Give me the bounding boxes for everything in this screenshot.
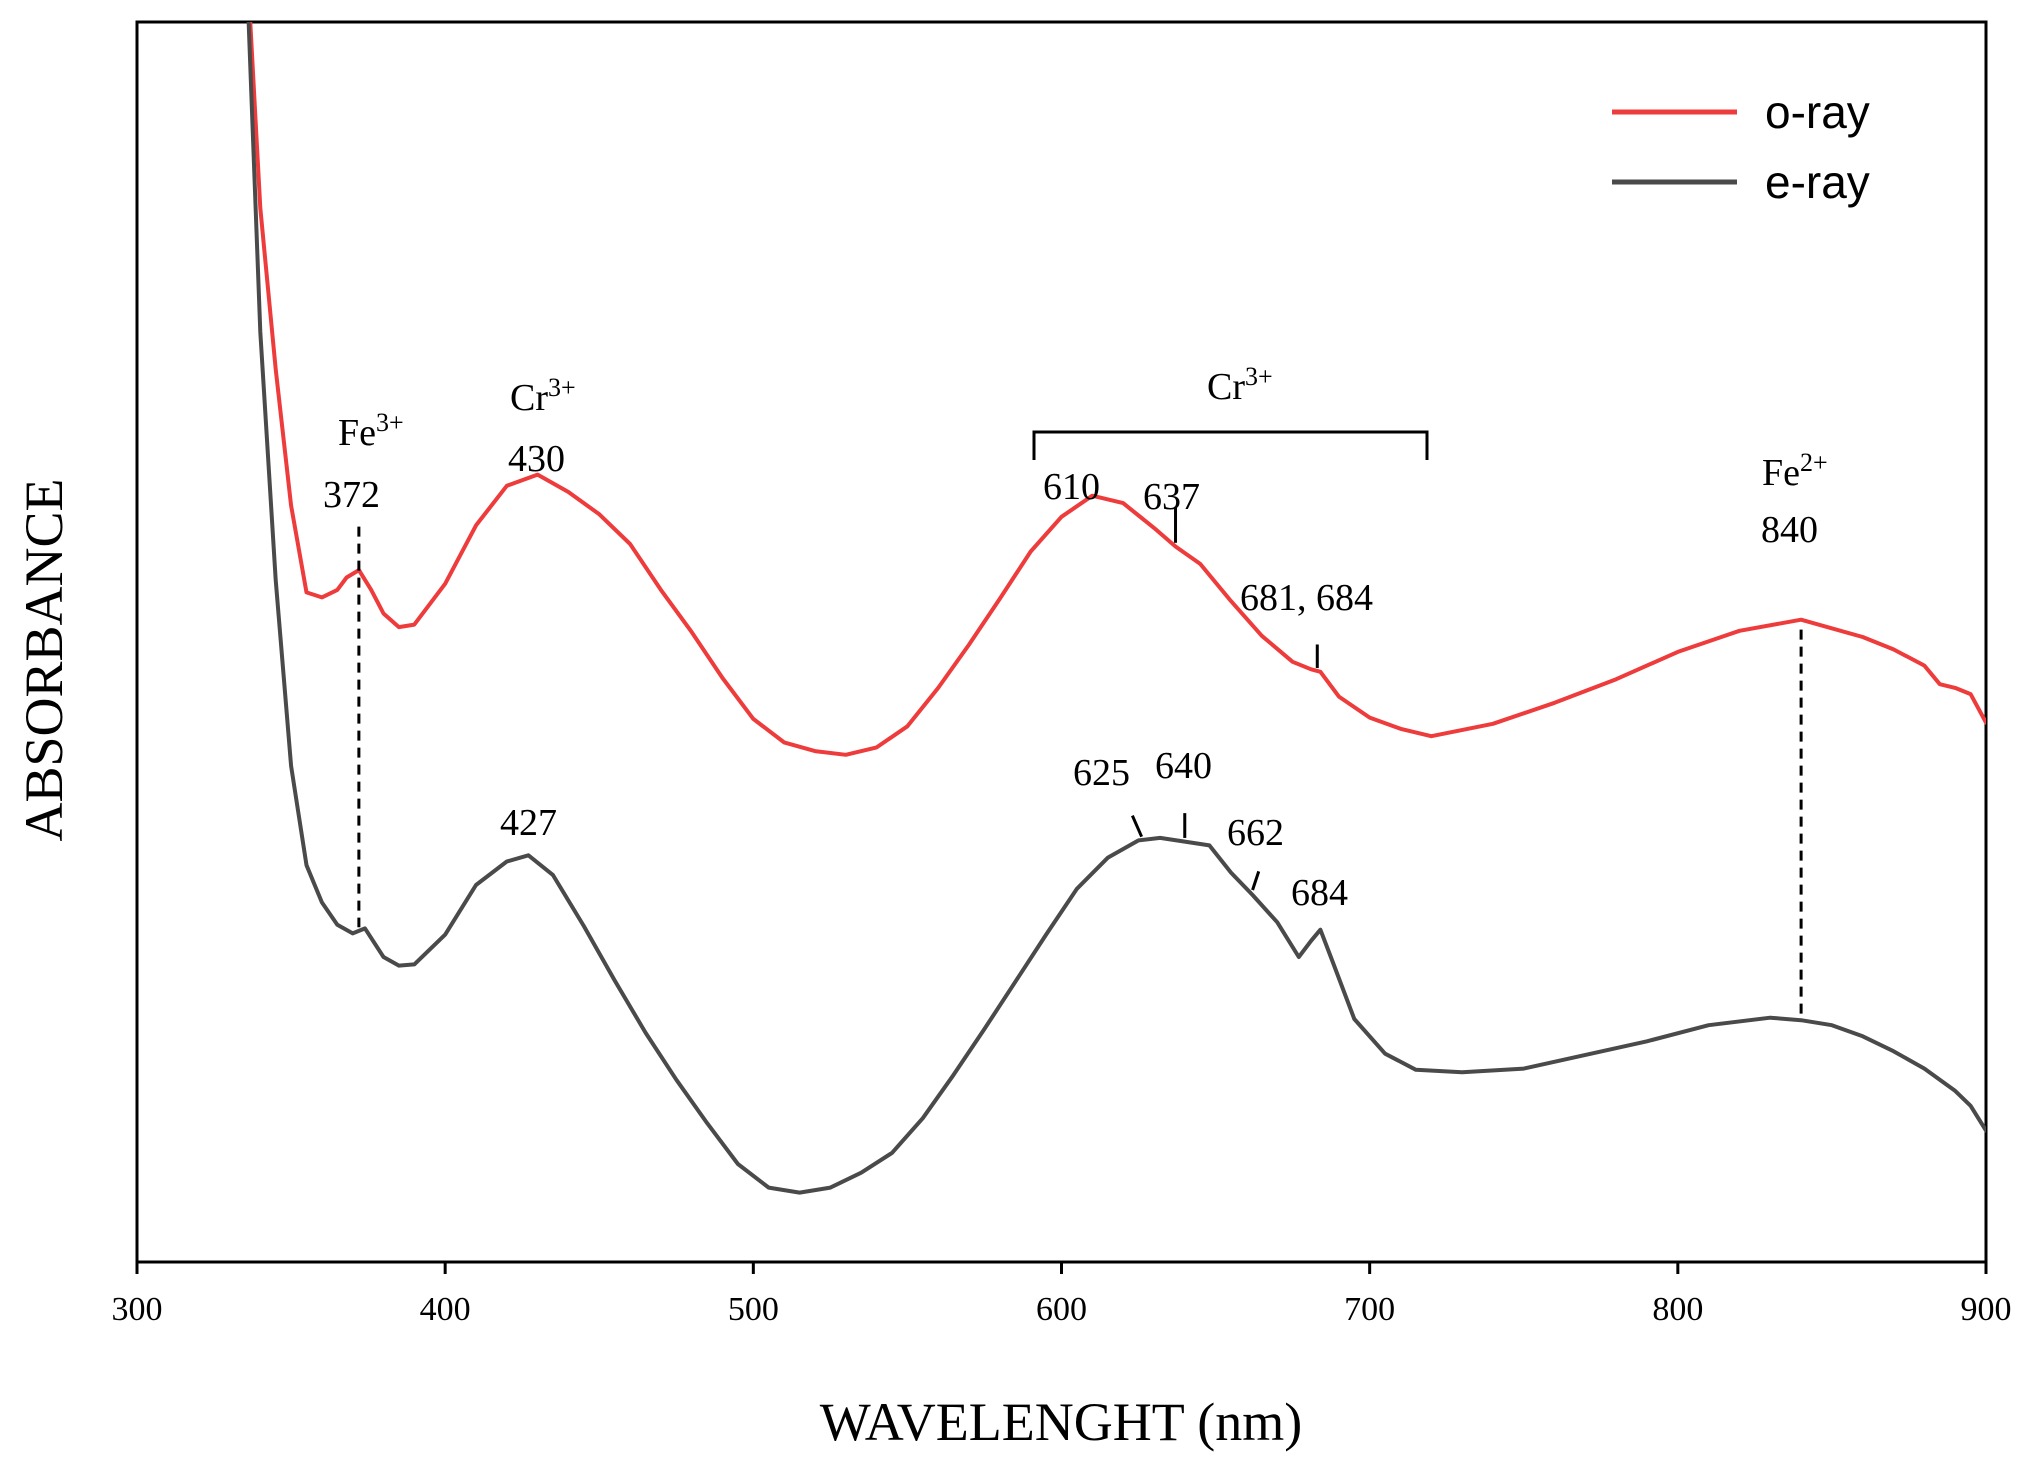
annotation-840: 840: [1761, 509, 1818, 551]
legend: o-ray e-ray: [1612, 86, 1870, 208]
annotation-372: 372: [323, 474, 380, 516]
cr3-group-charge-text: 3+: [1245, 362, 1273, 391]
legend-o-ray-label: o-ray: [1765, 86, 1870, 138]
fe2-charge-text: 2+: [1800, 448, 1828, 477]
cr3-group-ion-text: Cr: [1207, 366, 1245, 408]
marker-625: [1131, 814, 1143, 838]
annotation-cr3-ion: Cr3+: [510, 373, 576, 419]
x-axis-title: WAVELENGHT (nm): [820, 1392, 1302, 1452]
annotation-610: 610: [1043, 466, 1100, 508]
fe3-charge-text: 3+: [376, 408, 404, 437]
annotation-fe2-ion: Fe2+: [1762, 448, 1828, 494]
cr3-ion-text: Cr: [510, 377, 548, 419]
legend-e-ray-label: e-ray: [1765, 156, 1870, 208]
fe2-ion-text: Fe: [1762, 452, 1800, 494]
annotation-681-684: 681, 684: [1240, 577, 1373, 619]
series-layer: [246, 22, 1986, 1195]
annotation-625: 625: [1073, 752, 1130, 794]
x-tick-label-500: 500: [728, 1291, 779, 1328]
series-line-e-ray: [246, 22, 1986, 1195]
x-tick-label-800: 800: [1652, 1291, 1703, 1328]
x-tick-label-400: 400: [420, 1291, 471, 1328]
annotation-637: 637: [1143, 476, 1200, 518]
cr3-charge-text: 3+: [548, 373, 576, 402]
annotation-662: 662: [1227, 812, 1284, 854]
marker-662: [1251, 870, 1261, 891]
annotation-640: 640: [1155, 745, 1212, 787]
annotation-cr3-group-ion: Cr3+: [1207, 362, 1273, 408]
annotation-684: 684: [1291, 872, 1348, 914]
x-tick-label-700: 700: [1344, 1291, 1395, 1328]
annotation-430: 430: [508, 438, 565, 480]
fe3-ion-text: Fe: [338, 412, 376, 454]
x-tick-label-600: 600: [1036, 1291, 1087, 1328]
annotation-markers: [357, 506, 1803, 1019]
x-axis-ticks: 300 400 500 600 700 800 900: [112, 1262, 2012, 1328]
annotation-427: 427: [500, 802, 557, 844]
y-axis-title: ABSORBANCE: [14, 478, 74, 841]
cr3-bracket: [1032, 430, 1429, 460]
x-tick-label-900: 900: [1961, 1291, 2012, 1328]
series-line-o-ray: [248, 22, 1986, 757]
x-tick-label-300: 300: [112, 1291, 163, 1328]
annotation-fe3-ion: Fe3+: [338, 408, 404, 454]
